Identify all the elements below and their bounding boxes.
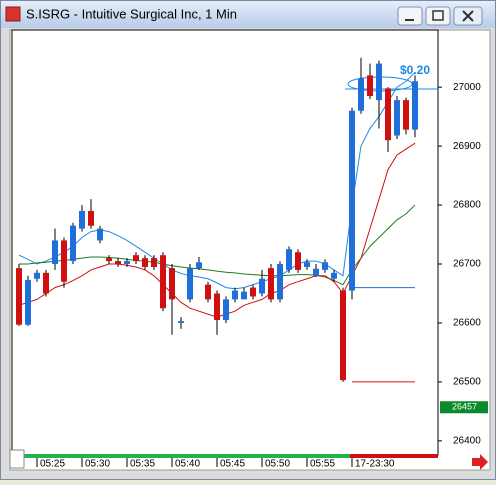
candle-body: [61, 240, 67, 282]
annotation: $0.20: [400, 63, 430, 77]
candle-body: [277, 264, 283, 300]
candle-body: [241, 291, 247, 300]
candle-body: [70, 225, 76, 262]
plot-area: [11, 29, 439, 456]
candle-body: [25, 279, 31, 325]
candle-body: [322, 262, 328, 270]
candle-body: [34, 272, 40, 279]
maximize-icon: [432, 10, 444, 21]
candle-body: [295, 252, 301, 270]
candle-body: [313, 268, 319, 276]
window-title: S.ISRG - Intuitive Surgical Inc, 1 Min: [26, 6, 237, 21]
candle-body: [205, 284, 211, 300]
candle-body: [142, 258, 148, 267]
candle-body: [178, 321, 184, 323]
candle-body: [196, 262, 202, 269]
candle-body: [124, 261, 130, 265]
candle-body: [115, 261, 121, 265]
y-tick-label: 26500: [453, 377, 481, 388]
y-tick-label: 26900: [453, 141, 481, 152]
session-strip: [12, 454, 350, 458]
candle-body: [394, 100, 400, 136]
scroll-right-arrow[interactable]: [472, 454, 488, 470]
candle-body: [358, 78, 364, 111]
candle-body: [367, 75, 373, 97]
candle-body: [412, 81, 418, 130]
candle-body: [331, 272, 337, 279]
candle-body: [250, 287, 256, 297]
minimize-button[interactable]: [397, 6, 423, 26]
x-tick-label: 17-23:30: [355, 459, 395, 470]
candle-body: [340, 290, 346, 381]
y-tick-label: 26600: [453, 318, 481, 329]
x-tick-label: 05:55: [310, 459, 335, 470]
candle-body: [223, 299, 229, 321]
candle-body: [304, 262, 310, 267]
x-tick-label: 05:25: [40, 459, 65, 470]
maximize-button[interactable]: [425, 6, 451, 26]
candle-body: [232, 290, 238, 300]
x-tick-label: 05:40: [175, 459, 200, 470]
candle-body: [79, 210, 85, 229]
x-tick-label: 05:50: [265, 459, 290, 470]
candle-body: [16, 268, 22, 325]
candle-body: [106, 258, 112, 262]
candle-body: [133, 255, 139, 262]
candle-body: [349, 110, 355, 291]
candle-body: [286, 249, 292, 270]
last-price-box: [440, 401, 488, 414]
y-tick-label: 27000: [453, 82, 481, 93]
app-icon: [5, 6, 21, 22]
scroll-box[interactable]: [9, 449, 25, 469]
window-buttons: [397, 6, 483, 26]
session-strip: [350, 454, 438, 458]
candle-body: [403, 100, 409, 130]
candle-body: [52, 240, 58, 265]
y-tick-label: 26800: [453, 200, 481, 211]
x-tick-label: 05:35: [130, 459, 155, 470]
candle-body: [268, 268, 274, 300]
candle-body: [151, 258, 157, 267]
close-icon: [462, 10, 474, 22]
candle-body: [187, 268, 193, 300]
candle-body: [88, 210, 94, 226]
candle-body: [169, 268, 175, 300]
x-tick-label: 05:30: [85, 459, 110, 470]
y-tick-label: 26400: [453, 435, 481, 446]
candle-body: [97, 228, 103, 241]
candle-body: [376, 63, 382, 101]
candle-body: [214, 293, 220, 321]
candle-body: [385, 88, 391, 141]
x-tick-label: 05:45: [220, 459, 245, 470]
y-tick-label: 26700: [453, 259, 481, 270]
candle-body: [259, 278, 265, 294]
candle-body: [43, 272, 49, 294]
candle-body: [160, 255, 166, 309]
last-price-label: 26457: [452, 402, 477, 412]
